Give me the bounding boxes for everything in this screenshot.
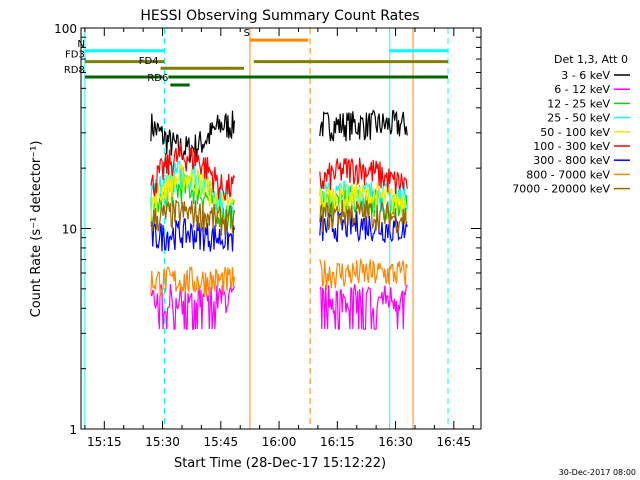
data-series	[150, 109, 408, 330]
y-tick-label: 10	[62, 223, 77, 237]
footer-date: 30-Dec-2017 08:00	[559, 468, 636, 477]
legend-label: 3 - 6 keV	[561, 69, 610, 82]
vertical-event-lines	[84, 28, 449, 429]
legend-label: 300 - 800 keV	[533, 154, 610, 167]
series-line	[319, 284, 408, 330]
series-line	[319, 157, 408, 195]
series-line	[150, 110, 235, 163]
series-line	[150, 143, 235, 201]
series-line	[150, 200, 235, 237]
legend-label: 12 - 25 keV	[547, 97, 610, 110]
plot-frame	[80, 27, 482, 430]
legend-title: Det 1,3, Att 0	[554, 53, 628, 66]
legend-label: 50 - 100 keV	[540, 126, 610, 139]
legend-label: 800 - 7000 keV	[526, 168, 610, 181]
annotation-label: S	[244, 28, 250, 39]
series-line	[319, 257, 408, 290]
series-line	[319, 210, 408, 243]
x-tick-label: 16:30	[378, 435, 413, 449]
annotation-label: RD8	[64, 65, 85, 76]
x-tick-label: 16:45	[437, 435, 472, 449]
legend-label: 6 - 12 keV	[554, 83, 610, 96]
series-line	[319, 200, 408, 234]
y-tick-label: 100	[54, 22, 77, 36]
series-line	[150, 283, 235, 330]
legend-label: 100 - 300 keV	[533, 140, 610, 153]
x-axis-label: Start Time (28-Dec-17 15:12:22)	[174, 456, 386, 471]
x-tick-label: 15:30	[145, 435, 180, 449]
x-tick-label: 16:15	[320, 435, 355, 449]
series-line	[319, 109, 408, 142]
x-tick-label: 15:15	[87, 435, 122, 449]
annotation-label: FD4	[139, 56, 159, 67]
legend-label: 25 - 50 keV	[547, 112, 610, 125]
series-line	[150, 265, 235, 297]
x-tick-label: 16:00	[262, 435, 297, 449]
annotation-label: RD6	[147, 73, 168, 84]
y-tick-label: 1	[69, 423, 77, 437]
y-axis-label: Count Rate (s⁻¹ detector⁻¹)	[29, 141, 44, 318]
y-axis-ticks: 1 10 100	[54, 22, 481, 437]
annotation-label: FD3	[65, 50, 85, 61]
x-tick-label: 15:45	[204, 435, 239, 449]
x-axis-ticks: 15:15 15:30 15:45 16:00 16:15 16:30 16:45	[84, 28, 474, 449]
series-line	[150, 218, 235, 252]
chart-title: HESSI Observing Summary Count Rates	[140, 8, 419, 24]
legend-label: 7000 - 20000 keV	[512, 183, 610, 196]
